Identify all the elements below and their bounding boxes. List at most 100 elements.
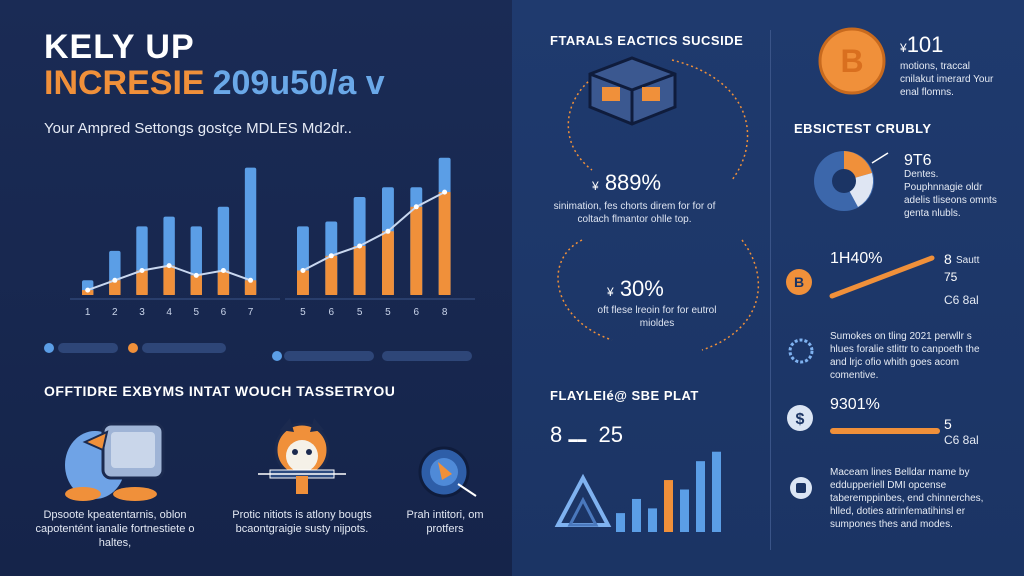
stat1-desc: sinimation, fes chorts direm for for of … [553, 201, 716, 225]
row3-side-label: C6 8al [944, 433, 979, 447]
chart1-trend-point-4 [166, 263, 172, 269]
chart1-orange-bar-3 [136, 270, 148, 295]
chart2-tick-label-5: 6 [414, 307, 420, 318]
row4-desc: Maceam lines Belldar mame by eddupperiel… [830, 467, 984, 530]
left-panel: KELY UP INCRESIE 209u50/a v Your Ampred S… [0, 0, 512, 576]
play-bar-4 [664, 480, 673, 532]
chart1-orange-bar-2 [109, 280, 121, 295]
section2-title: EBSICTEST CRUBLY [794, 121, 932, 136]
server-cube-icon [588, 56, 677, 126]
play-numbers: 8 ▬▬ 25 [550, 422, 623, 447]
play-triangle-icon [554, 473, 612, 527]
legend-orange-dot [128, 343, 138, 353]
svg-text:B: B [840, 43, 863, 79]
row2-desc: Sumokes on tling 2021 perwllr s hlues fo… [830, 331, 980, 381]
play-bar-7 [712, 451, 721, 532]
chart2-orange-bar-2 [325, 255, 338, 295]
chart2-trend-point-2 [328, 253, 334, 259]
coin-number: ¥101 [900, 32, 944, 57]
subhead: Your Ampred Settongs gostçe MDLES Md2dr.… [44, 120, 352, 137]
bitcoin-small-icon: B [786, 269, 812, 295]
chart2-trend-point-6 [442, 189, 448, 195]
right-panel: FTARALS EACTICS SUCSIDE ¥ 889% sinimatio… [512, 0, 1024, 576]
legend-blue-dot-2 [272, 351, 282, 361]
circle-seal-icon [788, 338, 814, 364]
chart2-tick-label-4: 5 [385, 307, 391, 318]
bitcoin-coin-icon: B [818, 27, 886, 95]
play-bar-5 [680, 489, 689, 532]
chart1-tick-label-2: 2 [112, 307, 118, 318]
chart1-tick-label-7: 7 [248, 307, 254, 318]
stat1-value: ¥ 889% [592, 170, 661, 196]
chart2-orange-bar-6 [438, 192, 451, 295]
stat2-prefix: ¥ [607, 285, 614, 299]
chart1-tick-label-1: 1 [85, 307, 91, 318]
chart1-tick-label-3: 3 [139, 307, 145, 318]
stat2-number: 30% [619, 276, 664, 301]
vertical-divider [770, 30, 771, 550]
row3-progress-bar [830, 428, 940, 434]
card1-caption: Dpsoote kpeatentarnis, oblon capotentént… [35, 509, 195, 549]
dollar-coin-icon: $ [787, 405, 813, 431]
chart1-orange-bar-5 [190, 275, 202, 295]
chart1-trend-point-1 [85, 287, 91, 293]
chart1-blue-bar-7 [244, 167, 257, 295]
legend-blue-bar [58, 343, 118, 353]
chart2-trend-point-5 [413, 204, 419, 210]
chart1-orange-bar-7 [244, 280, 257, 295]
stat2-value: ¥ 30% [607, 276, 664, 302]
pie-stat: 9T6 [904, 152, 932, 169]
chart2-trend-line [302, 191, 446, 272]
card3-caption: Prah intitori, om protfers [406, 509, 484, 535]
chart1-tick-label-5: 5 [193, 307, 199, 318]
play-bar-6 [696, 461, 705, 532]
legend-blue-dot [44, 343, 54, 353]
chart2-tick-label-6: 8 [442, 307, 448, 318]
chart2-trend-point-3 [357, 243, 363, 249]
chart2-tick-label-2: 6 [329, 307, 335, 318]
flow-connector-lines [557, 59, 760, 351]
chart2-orange-bar-1 [297, 270, 309, 295]
headline-line2: INCRESIE 209u50/a v [44, 64, 385, 103]
chart1-trend-point-7 [248, 277, 254, 283]
bar-chart-left: 1 2 3 4 5 6 7 [70, 167, 280, 318]
chart1-trend-point-6 [220, 268, 226, 273]
play-num2: 25 [598, 422, 623, 447]
document-shield-icon [790, 477, 812, 499]
chart1-trend-point-5 [193, 272, 199, 278]
row3-value: 9301% [830, 396, 880, 413]
headline-line1: KELY UP [44, 28, 195, 66]
chart2-orange-bar-3 [353, 246, 366, 295]
row1-side-label2: C6 8al [944, 293, 979, 307]
play-title: FLAYLEIé@ SBE PLAT [550, 388, 699, 403]
headline-orange-text: INCRESIE [44, 64, 205, 102]
row1-side-label: Sautt [956, 255, 980, 266]
row1-side-num2: 75 [944, 270, 958, 284]
row1-value: 1H40% [830, 250, 883, 267]
chart1-tick-label-6: 6 [221, 307, 227, 318]
play-num1: 8 [550, 422, 563, 447]
stat1-number: 889% [604, 170, 662, 195]
legend-slider-bar-2 [382, 351, 472, 361]
row1-side-num: 8 [944, 251, 952, 267]
play-bar-1 [616, 513, 625, 532]
headline-blue-text: 209u50/a v [212, 64, 385, 102]
legend-orange-bar [142, 343, 226, 353]
play-bar-chart [616, 451, 721, 532]
svg-text:$: $ [796, 411, 805, 428]
pie-chart-icon [814, 151, 889, 211]
svg-text:B: B [794, 274, 804, 290]
play-bar-2 [632, 498, 641, 532]
coin-desc: motions, traccal cnilakut imerard Your e… [900, 61, 994, 98]
chart2-trend-point-1 [300, 268, 306, 273]
chart2-orange-bar-4 [382, 231, 394, 295]
chart2-tick-label-1: 5 [300, 307, 306, 318]
card2-caption: Protic nitiots is atlony bougts bcaontgr… [232, 509, 372, 535]
chart1-trend-point-2 [112, 277, 118, 283]
chart1-orange-bar-4 [163, 265, 175, 295]
stat2-desc: oft flese lreoin for for eutrol mioldes [597, 305, 717, 329]
row3-side-num: 5 [944, 416, 952, 432]
chart1-orange-bar-6 [217, 270, 230, 295]
section-title-left: OFFTIDRE EXBYMS INTAT WOUCH TASSETRYOU [44, 383, 396, 399]
chart2-orange-bar-5 [410, 206, 423, 295]
